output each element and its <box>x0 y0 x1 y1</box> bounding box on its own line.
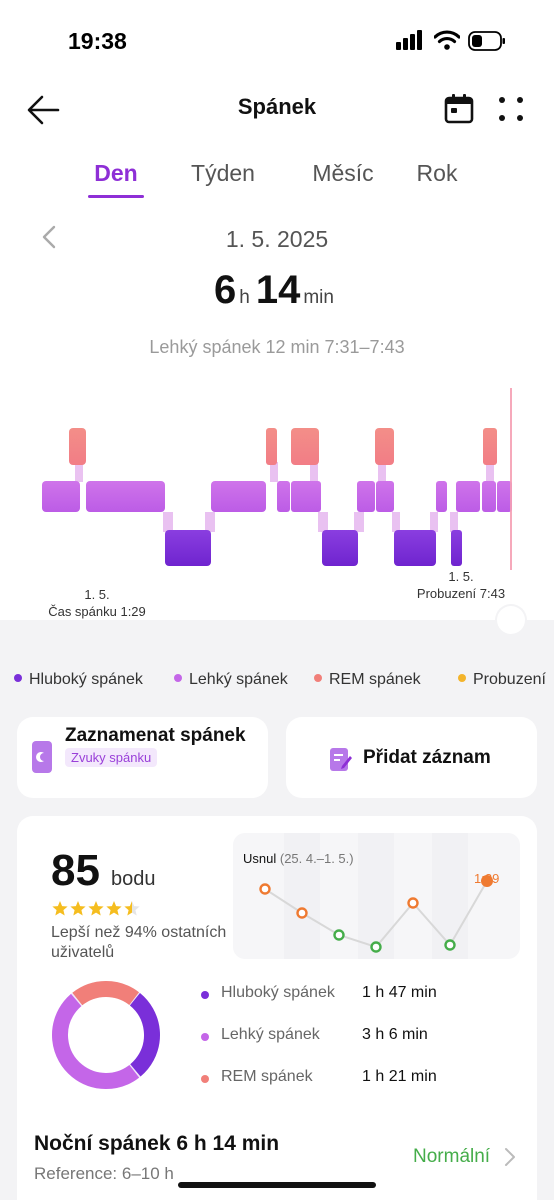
active-tab-indicator <box>88 195 144 198</box>
calendar-icon[interactable] <box>442 92 476 126</box>
rating-star <box>88 901 104 916</box>
star-rating-icon <box>52 901 140 916</box>
add-record-card[interactable]: Přidat záznam <box>286 717 537 798</box>
sleep-score-card: 85 bodu Lepší než 94% ostatních uživatel… <box>17 816 537 1200</box>
trend-point[interactable] <box>259 883 271 895</box>
trend-point[interactable] <box>444 939 456 951</box>
home-indicator <box>178 1182 376 1188</box>
wake-label: 1. 5. Probuzení 7:43 <box>396 568 526 602</box>
period-tabs: Den Týden Měsíc Rok <box>0 160 554 204</box>
sleep-start-time: Čas spánku 1:29 <box>48 604 146 619</box>
wake-date: 1. 5. <box>448 569 474 584</box>
trend-chart <box>247 833 505 959</box>
record-sleep-title: Zaznamenat spánek <box>65 725 246 746</box>
trend-day-column <box>358 833 394 959</box>
hypnogram-deep-segments <box>165 530 462 566</box>
record-sleep-card[interactable]: Zaznamenat spánek Zvuky spánku <box>17 717 268 798</box>
sleep-duration: 6 h 14 min <box>0 268 554 313</box>
trend-last-value: 1:29 <box>474 871 500 886</box>
trend-day-column <box>432 833 468 959</box>
selected-segment-info: Lehký spánek 12 min 7:31–7:43 <box>149 337 405 357</box>
rating-star <box>52 901 68 916</box>
status-time: 19:38 <box>68 28 127 54</box>
night-sleep-reference: Reference: 6–10 h <box>34 1164 174 1183</box>
edit-note-icon <box>330 748 352 771</box>
app-header: Spánek <box>0 80 554 140</box>
night-sleep-status[interactable]: Normální <box>413 1146 491 1167</box>
legend-rem: REM spánek <box>314 671 421 689</box>
score-comparison: Lepší než 94% ostatních uživatelů <box>51 924 227 961</box>
fell-asleep-trend[interactable]: Usnul (25. 4.–1. 5.) 1:29 <box>233 833 520 959</box>
legend-awake: Probuzení <box>458 671 546 689</box>
trend-point[interactable] <box>333 929 345 941</box>
trend-point[interactable] <box>296 907 308 919</box>
tab-tyden[interactable]: Týden <box>191 160 255 186</box>
rating-star <box>124 901 140 916</box>
sleep-start-date: 1. 5. <box>84 587 110 602</box>
sleep-sounds-badge[interactable]: Zvuky spánku <box>65 748 158 767</box>
legend-light: Lehký spánek <box>174 671 288 689</box>
duration-hours: 6 <box>214 268 237 312</box>
hypnogram-connectors <box>75 462 494 532</box>
rating-star <box>106 901 122 916</box>
page-title: Spánek <box>237 94 317 119</box>
duration-minutes-unit: min <box>303 287 334 308</box>
trend-title: Usnul (25. 4.–1. 5.) <box>243 851 354 866</box>
rating-star <box>70 901 86 916</box>
battery-icon <box>468 31 505 51</box>
selected-date: 1. 5. 2025 <box>225 226 329 252</box>
hypnogram-chart[interactable] <box>0 380 554 570</box>
sleep-start-label: 1. 5. Čas spánku 1:29 <box>22 586 172 620</box>
trend-point[interactable] <box>481 875 493 887</box>
tab-mesic[interactable]: Měsíc <box>312 160 374 186</box>
sleep-stage-donut <box>52 981 160 1089</box>
trend-point[interactable] <box>370 941 382 953</box>
back-arrow-icon[interactable] <box>24 90 64 130</box>
wifi-icon <box>434 30 460 50</box>
more-dots-icon[interactable] <box>494 92 528 126</box>
phone-moon-icon <box>32 741 52 773</box>
status-bar: 19:38 <box>0 0 554 80</box>
night-sleep-title: Noční spánek 6 h 14 min <box>34 1132 280 1155</box>
tab-rok[interactable]: Rok <box>416 160 458 186</box>
trend-point[interactable] <box>407 897 419 909</box>
add-record-title: Přidat záznam <box>363 747 491 768</box>
donut-segment <box>52 981 160 1089</box>
duration-minutes: 14 <box>255 268 301 312</box>
cellular-signal-icon <box>396 30 426 50</box>
duration-hours-unit: h <box>239 287 250 308</box>
sleep-score: 85 <box>51 846 100 895</box>
trend-day-column <box>395 833 431 959</box>
trend-day-column <box>284 833 320 959</box>
previous-day-chevron-icon[interactable] <box>36 222 62 252</box>
wake-time: Probuzení 7:43 <box>416 586 506 601</box>
legend-deep: Hluboký spánek <box>14 671 143 689</box>
sleep-score-unit: bodu <box>111 868 156 890</box>
chevron-right-icon[interactable] <box>503 1146 517 1168</box>
scrub-handle[interactable] <box>497 606 525 634</box>
trend-day-column <box>469 833 505 959</box>
hypnogram-rem-segments <box>69 428 497 465</box>
hypnogram-cursor <box>510 388 512 570</box>
stage-legend: Hluboký spánek Lehký spánek REM spánek P… <box>14 671 554 695</box>
tab-den[interactable]: Den <box>94 160 138 186</box>
hypnogram-light-segments <box>42 481 512 512</box>
